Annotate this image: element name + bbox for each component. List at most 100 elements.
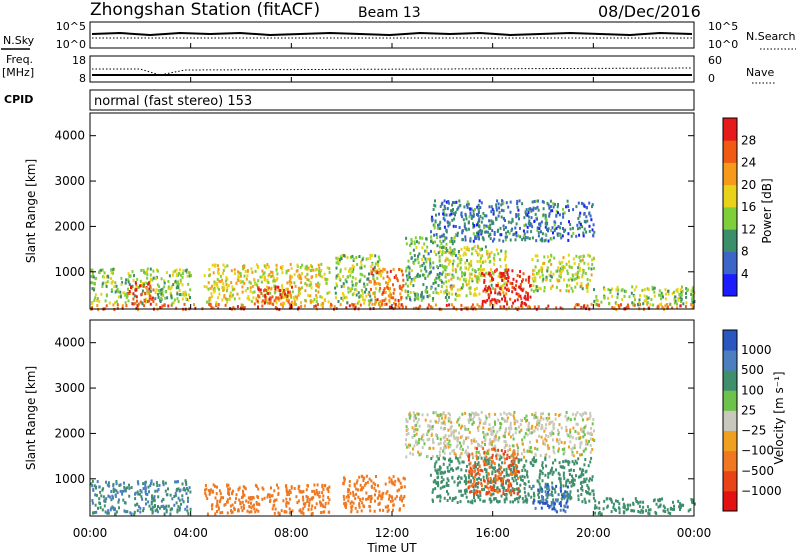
- power-echo-cell: [533, 200, 536, 203]
- power-echo-cell: [458, 199, 461, 203]
- power-echo-cell: [453, 217, 456, 221]
- power-echo-cell: [229, 292, 232, 296]
- power-echo-cell: [432, 266, 435, 270]
- power-echo-cell: [425, 285, 428, 289]
- power-echo-cell: [267, 281, 270, 285]
- velocity-echo-cell: [551, 481, 554, 485]
- power-echo-cell: [568, 284, 571, 288]
- power-echo-cell: [177, 282, 180, 286]
- power-echo-cell: [538, 222, 541, 226]
- power-echo-cell: [511, 269, 514, 273]
- power-echo-cell: [335, 282, 338, 286]
- velocity-echo-cell: [464, 476, 467, 480]
- power-echo-cell: [418, 274, 421, 278]
- velocity-echo-cell: [476, 426, 479, 430]
- velocity-echo-cell: [241, 509, 244, 513]
- velocity-echo-cell: [538, 424, 541, 427]
- velocity-echo-cell: [480, 444, 483, 448]
- power-echo-cell: [480, 254, 483, 258]
- velocity-echo-cell: [642, 505, 645, 509]
- velocity-echo-cell: [169, 493, 172, 497]
- power-echo-cell: [321, 305, 324, 309]
- power-echo-cell: [494, 298, 497, 302]
- velocity-echo-cell: [451, 449, 454, 453]
- power-echo-cell: [578, 226, 581, 230]
- power-echo-cell: [289, 283, 292, 287]
- velocity-echo-cell: [536, 447, 539, 451]
- power-echo-cell: [394, 298, 397, 302]
- power-echo-cell: [290, 281, 293, 285]
- velocity-echo-cell: [137, 482, 140, 486]
- velocity-echo-cell: [653, 498, 656, 502]
- velocity-echo-cell: [469, 418, 472, 422]
- velocity-echo-cell: [458, 423, 461, 427]
- power-echo-cell: [181, 272, 184, 275]
- power-echo-cell: [169, 292, 172, 296]
- velocity-echo-cell: [564, 510, 567, 514]
- frequency-tick-top: 18: [72, 54, 86, 67]
- velocity-echo-cell: [513, 410, 516, 414]
- velocity-echo-cell: [529, 440, 531, 444]
- power-echo-cell: [466, 246, 469, 249]
- velocity-echo-cell: [561, 495, 564, 498]
- x-tick-label: 08:00: [274, 526, 309, 540]
- velocity-echo-cell: [157, 505, 159, 508]
- y-tick-label: 2000: [54, 426, 85, 440]
- power-echo-cell: [244, 269, 247, 273]
- velocity-echo-cell: [467, 418, 470, 422]
- power-echo-cell: [275, 296, 278, 300]
- velocity-echo-cell: [528, 449, 531, 453]
- velocity-echo-cell: [359, 498, 362, 501]
- velocity-echo-cell: [134, 491, 137, 495]
- velocity-echo-cell: [451, 497, 454, 501]
- power-echo-cell: [115, 284, 118, 288]
- power-echo-cell: [555, 306, 558, 310]
- velocity-echo-cell: [475, 450, 478, 454]
- power-echo-cell: [464, 279, 467, 283]
- power-echo-cell: [376, 276, 379, 280]
- power-echo-cell: [373, 282, 376, 286]
- velocity-echo-cell: [490, 465, 493, 469]
- y-tick-label: 1000: [54, 265, 85, 279]
- velocity-echo-cell: [569, 440, 572, 444]
- power-echo-cell: [472, 246, 475, 250]
- power-echo-cell: [515, 222, 518, 226]
- velocity-echo-cell: [470, 441, 473, 445]
- power-echo-cell: [557, 203, 559, 206]
- power-echo-cell: [477, 268, 480, 271]
- power-echo-cell: [514, 306, 517, 310]
- velocity-echo-cell: [304, 502, 307, 506]
- velocity-echo-cell: [490, 460, 493, 464]
- power-echo-cell: [134, 301, 137, 305]
- power-echo-cell: [355, 282, 358, 285]
- power-echo-cell: [539, 238, 542, 242]
- power-echo-cell: [137, 302, 140, 306]
- power-echo-cell: [258, 289, 261, 293]
- power-echo-cell: [132, 302, 135, 306]
- velocity-echo-cell: [322, 488, 325, 491]
- power-echo-cell: [325, 278, 328, 281]
- power-echo-cell: [531, 277, 534, 281]
- velocity-echo-cell: [110, 506, 113, 510]
- velocity-echo-cell: [368, 477, 371, 481]
- power-echo-cell: [658, 289, 661, 293]
- power-echo-cell: [174, 279, 177, 283]
- power-echo-cell: [465, 203, 468, 207]
- power-echo-cell: [313, 297, 316, 301]
- power-echo-cell: [360, 263, 363, 267]
- velocity-echo-cell: [315, 488, 318, 492]
- power-echo-cell: [250, 299, 253, 303]
- power-echo-cell: [135, 306, 138, 310]
- velocity-echo-cell: [539, 485, 542, 489]
- velocity-echo-cell: [446, 490, 448, 493]
- power-echo-cell: [434, 204, 437, 208]
- velocity-echo-cell: [466, 464, 468, 468]
- power-echo-cell: [472, 293, 475, 297]
- power-echo-cell: [219, 280, 222, 283]
- power-echo-cell: [575, 254, 578, 258]
- power-echo-cell: [324, 299, 327, 303]
- velocity-echo-cell: [515, 464, 518, 467]
- velocity-echo-cell: [657, 498, 660, 502]
- velocity-echo-cell: [126, 486, 129, 490]
- velocity-echo-cell: [399, 496, 402, 500]
